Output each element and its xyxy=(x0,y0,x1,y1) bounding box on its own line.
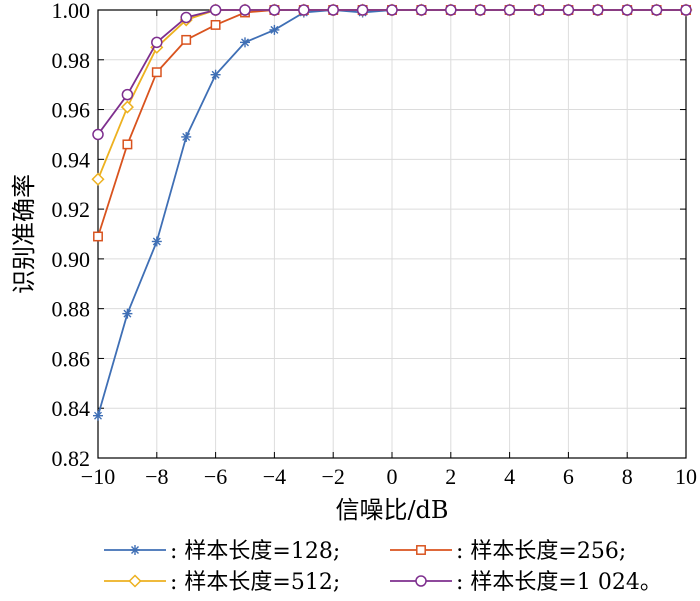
data-point xyxy=(91,172,105,186)
x-tick-label: −4 xyxy=(263,464,286,489)
x-axis-title: 信噪比/dB xyxy=(335,496,448,524)
data-point xyxy=(680,4,692,16)
data-point xyxy=(474,4,486,16)
data-point xyxy=(533,4,545,16)
legend-label: : 样本长度=256; xyxy=(456,539,626,564)
data-point xyxy=(562,4,575,16)
data-point xyxy=(269,24,280,35)
x-tick-label: 4 xyxy=(504,464,515,489)
data-point xyxy=(503,4,516,16)
y-tick-label: 0.84 xyxy=(52,396,91,421)
x-tick-label: 2 xyxy=(445,464,456,489)
data-point xyxy=(93,410,103,421)
data-point xyxy=(121,88,134,101)
legend-label: : 样本长度=1 024。 xyxy=(456,570,662,595)
legend-marker xyxy=(416,545,426,555)
y-tick-label: 0.90 xyxy=(52,247,91,272)
data-point xyxy=(210,69,221,80)
data-point xyxy=(298,4,310,16)
data-point xyxy=(268,4,281,16)
legend-marker xyxy=(415,575,427,587)
data-point xyxy=(621,4,633,16)
x-tick-label: −6 xyxy=(204,464,227,489)
data-point xyxy=(180,11,192,24)
data-point xyxy=(210,19,221,30)
data-point xyxy=(181,34,192,45)
data-point xyxy=(120,100,134,114)
legend-marker xyxy=(130,545,140,555)
legend-entry: : 样本长度=256; xyxy=(390,539,626,564)
series-circle xyxy=(92,4,692,141)
data-point xyxy=(240,37,250,48)
legend-label: : 样本长度=512; xyxy=(170,570,340,595)
data-point xyxy=(239,4,251,16)
legend-entry: : 样本长度=1 024。 xyxy=(390,570,662,595)
data-point xyxy=(445,4,457,16)
y-tick-label: 0.96 xyxy=(52,98,91,123)
y-tick-label: 0.88 xyxy=(52,297,91,322)
data-point xyxy=(327,4,339,16)
y-tick-label: 0.86 xyxy=(52,346,91,371)
x-tick-label: −8 xyxy=(145,464,168,489)
y-tick-label: 0.98 xyxy=(52,48,91,73)
data-point xyxy=(122,139,133,150)
legend-entry: : 样本长度=512; xyxy=(104,570,340,595)
data-point xyxy=(151,36,163,49)
y-axis-title: 识别准确率 xyxy=(10,174,38,294)
data-point xyxy=(209,4,222,16)
grid-lines xyxy=(97,9,687,459)
data-point xyxy=(415,4,428,16)
x-tick-label: 6 xyxy=(563,464,574,489)
data-point xyxy=(151,67,162,78)
x-tick-label: 8 xyxy=(622,464,633,489)
x-tick-label: 0 xyxy=(387,464,398,489)
data-point xyxy=(93,231,103,242)
x-tick-label: 10 xyxy=(675,464,697,489)
legend-entry: : 样本长度=128; xyxy=(104,539,340,564)
series-layer xyxy=(91,3,693,421)
y-tick-label: 0.92 xyxy=(52,197,91,222)
data-point xyxy=(181,131,192,142)
data-point xyxy=(650,4,663,16)
y-tick-label: 0.82 xyxy=(52,446,91,471)
y-tick-label: 1.00 xyxy=(52,0,91,23)
data-point xyxy=(92,128,104,141)
axis-ticks: −10 −8 −6 −4 −2 0 2 4 6 8 10 0.82 0.84 0.86 0.88 0.90 0.… xyxy=(52,0,698,489)
data-point xyxy=(592,4,604,16)
x-tick-label: −10 xyxy=(81,464,115,489)
data-point xyxy=(151,236,162,247)
legend-label: : 样本长度=128; xyxy=(170,539,340,564)
legend-marker xyxy=(128,574,142,588)
legend: : 样本长度=128; : 样本长度=256; : 样本长度=512; : 样本长度=… xyxy=(104,539,662,595)
data-point xyxy=(386,4,398,16)
data-point xyxy=(356,4,369,16)
y-tick-label: 0.94 xyxy=(52,147,91,172)
x-tick-label: −2 xyxy=(321,464,344,489)
data-point xyxy=(122,308,133,319)
